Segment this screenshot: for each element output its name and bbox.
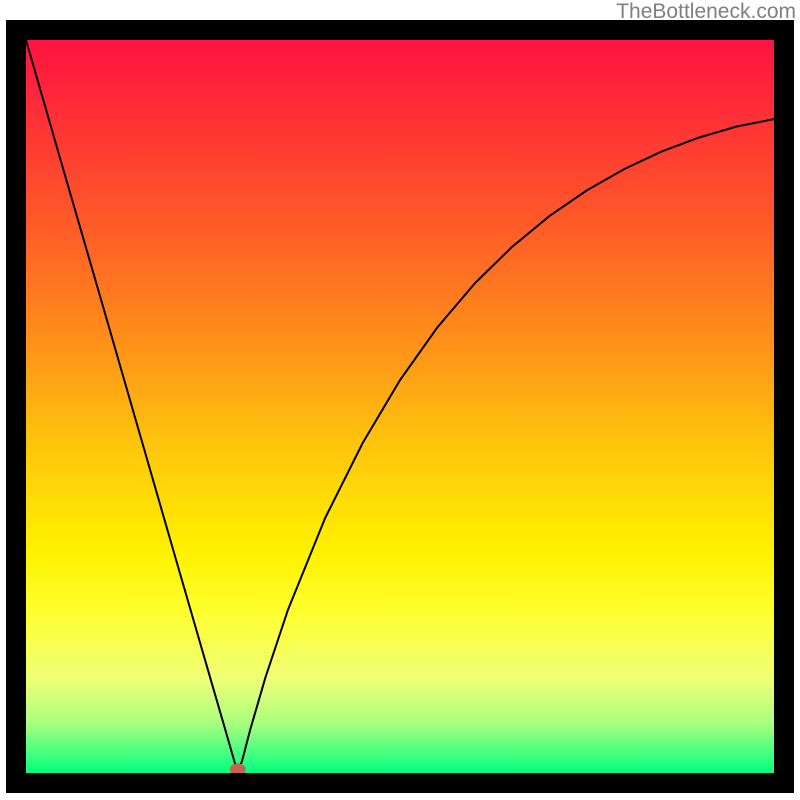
frame-border-bottom xyxy=(6,773,794,793)
watermark-text: TheBottleneck.com xyxy=(616,0,796,24)
plot-svg xyxy=(26,40,774,773)
gradient-background xyxy=(26,40,774,773)
plot-area xyxy=(26,40,774,773)
chart-container: TheBottleneck.com xyxy=(0,0,800,800)
frame-border-right xyxy=(774,20,794,793)
frame-border-left xyxy=(6,20,26,793)
